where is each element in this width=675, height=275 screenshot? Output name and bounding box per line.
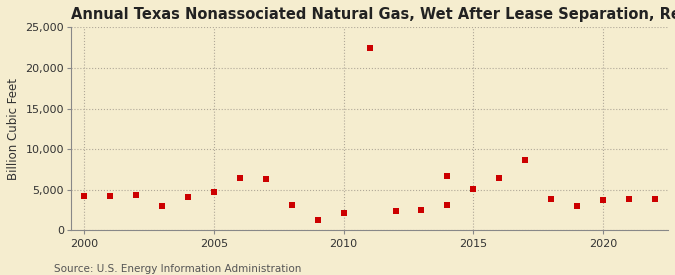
Point xyxy=(442,174,453,178)
Point xyxy=(234,176,245,181)
Point xyxy=(338,210,349,215)
Point xyxy=(598,198,609,203)
Point xyxy=(442,203,453,207)
Point xyxy=(468,187,479,191)
Point xyxy=(364,45,375,50)
Point xyxy=(209,190,219,194)
Point xyxy=(313,218,323,222)
Point xyxy=(494,176,505,181)
Point xyxy=(261,177,271,182)
Text: Source: U.S. Energy Information Administration: Source: U.S. Energy Information Administ… xyxy=(54,264,301,274)
Point xyxy=(624,197,634,201)
Point xyxy=(649,197,660,201)
Point xyxy=(286,203,297,207)
Point xyxy=(546,197,557,201)
Point xyxy=(157,204,167,208)
Point xyxy=(416,208,427,212)
Point xyxy=(572,204,583,208)
Point xyxy=(520,158,531,162)
Y-axis label: Billion Cubic Feet: Billion Cubic Feet xyxy=(7,78,20,180)
Point xyxy=(79,194,90,199)
Point xyxy=(182,195,193,199)
Text: Annual Texas Nonassociated Natural Gas, Wet After Lease Separation, Reserves Acq: Annual Texas Nonassociated Natural Gas, … xyxy=(71,7,675,22)
Point xyxy=(390,209,401,213)
Point xyxy=(105,193,115,198)
Point xyxy=(130,192,141,197)
